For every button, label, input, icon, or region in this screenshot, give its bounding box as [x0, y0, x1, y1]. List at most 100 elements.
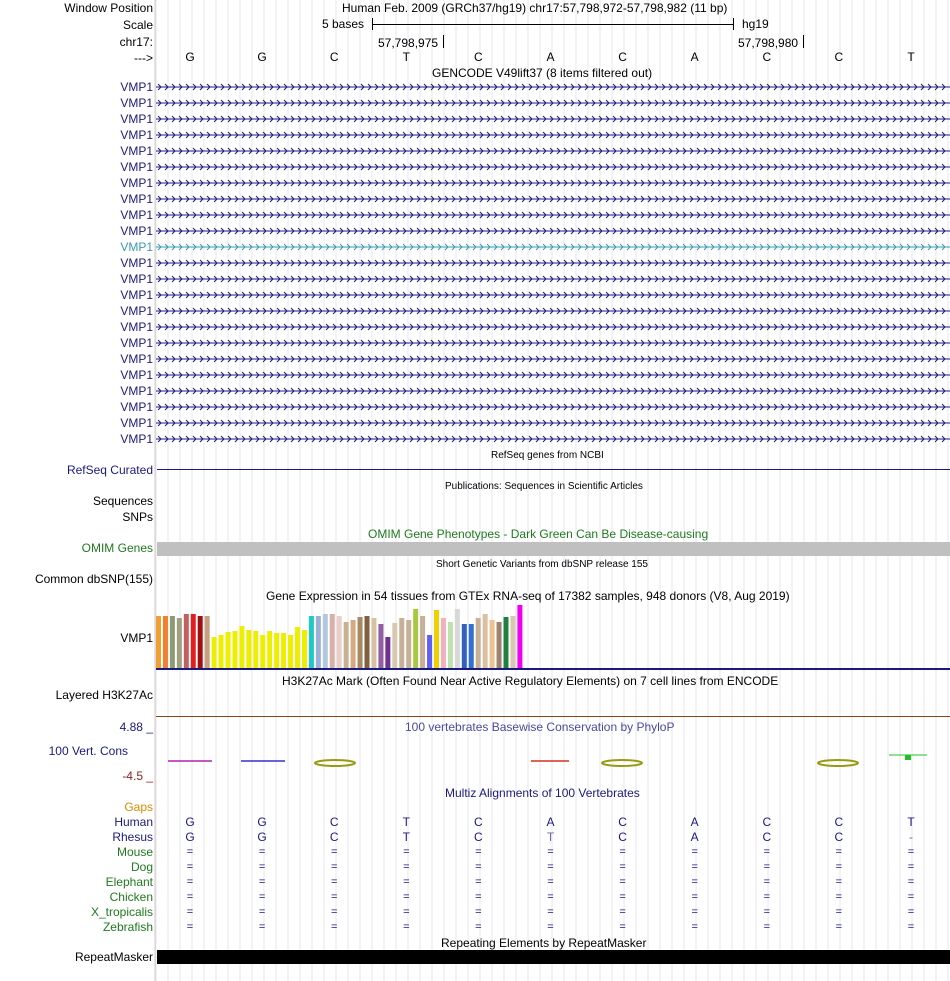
gencode-transcript-label[interactable]: VMP1 [120, 272, 153, 286]
multiz-species-label[interactable]: Rhesus [112, 830, 153, 844]
strand-arrow [248, 387, 253, 395]
h3k27ac-label[interactable]: Layered H3K27Ac [55, 688, 153, 702]
gencode-transcript-label[interactable]: VMP1 [120, 240, 153, 254]
publications-sequences-label[interactable]: Sequences [92, 494, 153, 508]
gencode-transcript-label[interactable]: VMP1 [120, 192, 153, 206]
gencode-transcript[interactable] [156, 145, 950, 157]
repeatmasker-track-title[interactable]: Repeating Elements by RepeatMasker [441, 936, 647, 950]
strand-arrow [409, 419, 414, 427]
gencode-transcript[interactable] [156, 305, 950, 317]
gtex-tissue-bar [246, 630, 252, 668]
gencode-transcript[interactable] [156, 369, 950, 381]
strand-arrow [416, 291, 421, 299]
multiz-base: = [547, 921, 554, 933]
gencode-transcript[interactable] [156, 177, 950, 189]
multiz-species-label[interactable]: Elephant [105, 875, 153, 889]
gencode-transcript[interactable] [156, 81, 950, 93]
strand-arrow [206, 147, 211, 155]
gtex-track-title[interactable]: Gene Expression in 54 tissues from GTEx … [266, 589, 790, 603]
gtex-bar-chart[interactable] [0, 604, 950, 670]
refseq-label[interactable]: RefSeq Curated [66, 463, 153, 477]
multiz-species-label[interactable]: Mouse [116, 845, 153, 859]
gencode-transcript[interactable] [156, 225, 950, 237]
gencode-transcript[interactable] [156, 401, 950, 413]
gencode-transcript-label[interactable]: VMP1 [120, 208, 153, 222]
gencode-transcript-label[interactable]: VMP1 [120, 336, 153, 350]
repeatmasker-label[interactable]: RepeatMasker [74, 950, 153, 964]
strand-arrow [402, 371, 407, 379]
strand-arrow [171, 339, 176, 347]
multiz-gaps-label[interactable]: Gaps [124, 800, 153, 814]
gencode-transcript-label[interactable]: VMP1 [120, 176, 153, 190]
gencode-transcript-label[interactable]: VMP1 [120, 144, 153, 158]
gencode-transcript[interactable] [156, 193, 950, 205]
multiz-species-label[interactable]: Zebrafish [102, 920, 153, 934]
gencode-transcript-label[interactable]: VMP1 [120, 96, 153, 110]
gencode-transcript-label[interactable]: VMP1 [120, 384, 153, 398]
dbsnp-track-title[interactable]: Short Genetic Variants from dbSNP releas… [436, 559, 648, 570]
omim-label[interactable]: OMIM Genes [81, 541, 153, 555]
omim-gene-bar[interactable] [157, 542, 950, 556]
multiz-species-label[interactable]: Human [114, 815, 153, 829]
gencode-transcript-label[interactable]: VMP1 [120, 256, 153, 270]
gencode-transcript[interactable] [156, 257, 950, 269]
gencode-transcript[interactable] [156, 113, 950, 125]
strand-arrow [780, 99, 785, 107]
refseq-gene-line[interactable] [157, 469, 950, 470]
gencode-transcript[interactable] [156, 241, 950, 253]
gencode-transcript-label[interactable]: VMP1 [120, 288, 153, 302]
gencode-transcript[interactable] [156, 337, 950, 349]
gencode-track-title[interactable]: GENCODE V49lift37 (8 items filtered out) [432, 66, 653, 80]
multiz-track-title[interactable]: Multiz Alignments of 100 Vertebrates [445, 786, 640, 800]
strand-arrow [682, 435, 687, 443]
gencode-transcript[interactable] [156, 209, 950, 221]
gencode-transcript[interactable] [156, 273, 950, 285]
gencode-transcript[interactable] [156, 353, 950, 365]
gencode-transcript-label[interactable]: VMP1 [120, 352, 153, 366]
strand-arrow [745, 307, 750, 315]
conservation-label[interactable]: 100 Vert. Cons [48, 744, 128, 758]
window-position-value[interactable]: Human Feb. 2009 (GRCh37/hg19) chr17:57,7… [342, 1, 728, 15]
gencode-transcript[interactable] [156, 321, 950, 333]
publications-snps-label[interactable]: SNPs [122, 510, 153, 524]
gencode-transcript-label[interactable]: VMP1 [120, 304, 153, 318]
conservation-plot[interactable] [0, 740, 950, 780]
strand-arrow [857, 387, 862, 395]
refseq-track-title[interactable]: RefSeq genes from NCBI [491, 450, 604, 461]
gtex-gene-label[interactable]: VMP1 [120, 631, 153, 645]
multiz-species-label[interactable]: Dog [130, 860, 153, 874]
strand-arrow [829, 291, 834, 299]
gencode-transcript[interactable] [156, 433, 950, 445]
multiz-species-label[interactable]: Chicken [109, 890, 153, 904]
gencode-transcript-label[interactable]: VMP1 [120, 224, 153, 238]
multiz-species-label[interactable]: X_tropicalis [90, 905, 153, 919]
strand-arrow [388, 323, 393, 331]
conservation-track-title[interactable]: 100 vertebrates Basewise Conservation by… [405, 720, 675, 734]
gencode-transcript[interactable] [156, 129, 950, 141]
gencode-transcript-label[interactable]: VMP1 [120, 112, 153, 126]
gencode-transcript[interactable] [156, 417, 950, 429]
strand-arrow [451, 339, 456, 347]
gencode-transcript-label[interactable]: VMP1 [120, 80, 153, 94]
gencode-transcript-label[interactable]: VMP1 [120, 400, 153, 414]
gencode-transcript[interactable] [156, 161, 950, 173]
strand-arrow [535, 435, 540, 443]
gencode-transcript[interactable] [156, 385, 950, 397]
dbsnp-label[interactable]: Common dbSNP(155) [34, 572, 153, 586]
strand-arrow [528, 179, 533, 187]
gencode-transcript-label[interactable]: VMP1 [120, 368, 153, 382]
omim-track-title[interactable]: OMIM Gene Phenotypes - Dark Green Can Be… [368, 527, 709, 541]
strand-arrow [822, 371, 827, 379]
h3k27ac-track-title[interactable]: H3K27Ac Mark (Often Found Near Active Re… [282, 674, 779, 688]
gencode-transcript-label[interactable]: VMP1 [120, 128, 153, 142]
gencode-transcript-label[interactable]: VMP1 [120, 432, 153, 446]
gencode-transcript-label[interactable]: VMP1 [120, 416, 153, 430]
gencode-transcript[interactable] [156, 97, 950, 109]
publications-track-title[interactable]: Publications: Sequences in Scientific Ar… [445, 481, 643, 492]
strand-arrow [318, 323, 323, 331]
gencode-transcript-label[interactable]: VMP1 [120, 320, 153, 334]
gencode-transcript-label[interactable]: VMP1 [120, 160, 153, 174]
repeatmasker-block[interactable] [157, 950, 950, 964]
gencode-transcript[interactable] [156, 289, 950, 301]
